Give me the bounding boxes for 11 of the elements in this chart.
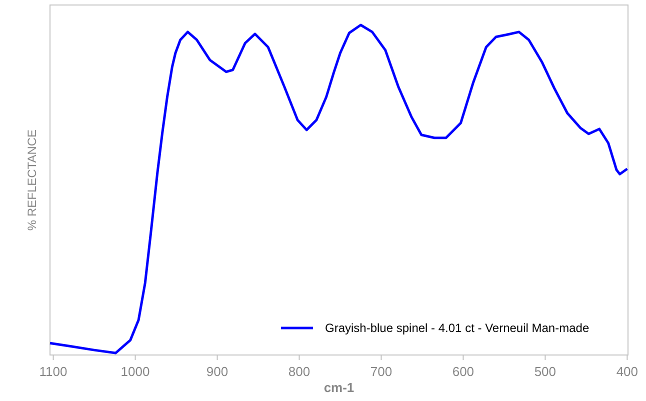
y-axis-title: % REFLECTANCE <box>25 129 39 231</box>
x-tick-label: 1100 <box>39 364 68 379</box>
legend-label: Grayish-blue spinel - 4.01 ct - Verneuil Man-made <box>325 321 590 335</box>
x-tick-label: 1000 <box>120 364 150 379</box>
x-tick-label: 700 <box>370 364 392 379</box>
x-axis-title: cm-1 <box>324 380 354 395</box>
x-tick-label: 900 <box>206 364 228 379</box>
x-tick-label: 500 <box>534 364 556 379</box>
x-tick-label: 400 <box>616 364 638 379</box>
x-tick-label: 600 <box>452 364 474 379</box>
x-tick-label: 800 <box>288 364 310 379</box>
